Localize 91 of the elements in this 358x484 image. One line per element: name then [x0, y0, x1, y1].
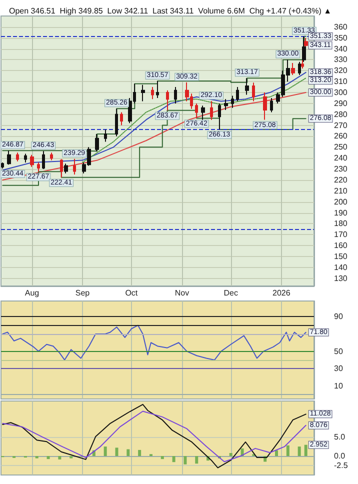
candlestick: [24, 153, 27, 163]
bar: [184, 456, 187, 464]
candlestick: [236, 86, 239, 102]
y-tick-label: 170: [334, 230, 348, 240]
candlestick: [291, 62, 295, 76]
candlestick: [50, 152, 53, 161]
candlestick: [120, 112, 123, 126]
line-series: [2, 410, 306, 462]
y-tick-label: 220: [334, 175, 348, 184]
y-tick-label: 0.0: [334, 452, 346, 461]
bar: [298, 446, 301, 456]
chart-title: Open 346.51 High 349.85 Low 342.11 Last 343.11 Volume 6.6M Chg +1.47 (+0.43%) ▲: [9, 6, 332, 16]
y-tick-label: 30: [334, 364, 344, 374]
bar: [115, 448, 118, 456]
bar: [195, 456, 198, 464]
bar: [46, 456, 50, 460]
candlestick: [245, 78, 249, 96]
candlestick: [141, 84, 145, 102]
candlestick: [304, 38, 308, 47]
candlestick: [201, 105, 205, 122]
x-tick-label: Dec: [224, 288, 238, 298]
y-tick-label: 340: [334, 44, 348, 54]
candlestick: [270, 97, 273, 113]
candlestick: [231, 95, 234, 108]
bar: [275, 450, 278, 456]
candlestick: [263, 92, 267, 120]
line-series: [2, 92, 306, 180]
candlestick: [60, 158, 63, 178]
candlestick: [104, 129, 107, 142]
candlestick: [218, 102, 221, 130]
bar: [104, 446, 107, 456]
x-tick-label: Oct: [125, 288, 138, 298]
y-tick-label: 130: [334, 274, 348, 283]
y-tick-label: -2.5: [334, 461, 348, 470]
candlestick: [73, 158, 76, 175]
candlestick: [30, 154, 34, 168]
bar: [304, 444, 308, 456]
y-tick-label: 240: [334, 154, 348, 163]
y-tick-label: 260: [334, 132, 348, 141]
bar: [58, 456, 62, 460]
y-tick-label: 300: [334, 88, 348, 98]
y-tick-label: 10: [334, 381, 344, 390]
y-tick-label: 180: [334, 219, 348, 228]
y-tick-label: 350: [334, 33, 348, 42]
y-tick-label: 320: [334, 66, 348, 76]
y-tick-label: 50: [334, 346, 344, 356]
y-tick-label: 360: [334, 22, 348, 32]
candlestick: [252, 82, 255, 102]
y-tick-label: 210: [334, 186, 348, 196]
candlestick: [16, 152, 19, 162]
y-tick-label: 230: [334, 164, 348, 174]
y-tick-label: 190: [334, 208, 348, 218]
y-tick-label: 5.0: [334, 432, 346, 442]
candlestick: [156, 80, 159, 98]
x-tick-label: Sep: [75, 288, 90, 298]
bar: [229, 452, 232, 456]
y-tick-label: 330: [334, 55, 348, 64]
candlestick: [7, 150, 11, 166]
candlestick: [115, 108, 118, 137]
candlestick: [95, 134, 99, 152]
bar: [138, 450, 142, 456]
bar: [286, 445, 290, 456]
y-tick-label: 290: [334, 98, 348, 108]
candlestick: [64, 163, 68, 174]
candlestick: [298, 61, 301, 76]
candlestick: [174, 86, 177, 104]
y-tick-label: 250: [334, 142, 348, 152]
candlestick: [1, 162, 4, 170]
y-tick-label: 270: [334, 120, 348, 130]
y-tick-label: 90: [334, 312, 344, 322]
bar: [172, 456, 176, 462]
y-tick-label: 310: [334, 77, 348, 86]
y-tick-label: 140: [334, 262, 348, 272]
candlestick: [42, 150, 45, 170]
candlestick: [166, 90, 169, 111]
candlestick: [224, 98, 228, 111]
x-tick-label: 2026: [272, 288, 291, 298]
candlestick: [151, 86, 154, 100]
x-tick-label: Aug: [24, 288, 40, 298]
candlestick: [195, 102, 198, 119]
y-tick-label: 200: [334, 197, 348, 206]
candlestick: [210, 100, 213, 120]
line-series: [2, 404, 306, 468]
bar: [126, 449, 130, 456]
y-tick-label: 280: [334, 110, 348, 119]
y-tick-label: 150: [334, 252, 348, 261]
line-series: [2, 324, 306, 360]
y-tick-label: 160: [334, 241, 348, 250]
bar: [160, 456, 164, 460]
candlestick: [37, 162, 40, 172]
x-tick-label: Nov: [174, 288, 190, 298]
